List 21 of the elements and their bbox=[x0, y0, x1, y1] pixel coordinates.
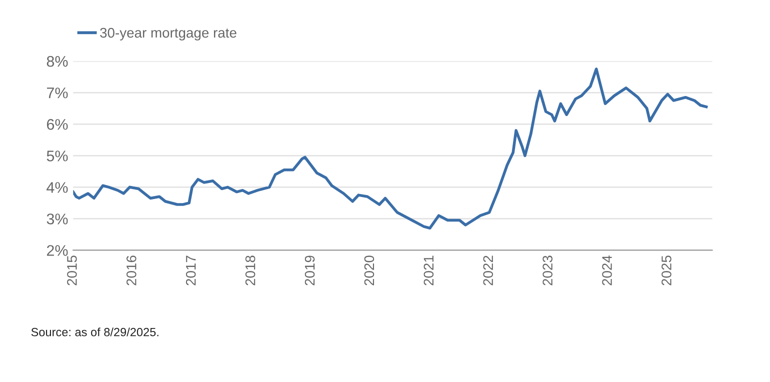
x-tick-label: 2020 bbox=[364, 256, 374, 286]
x-tick-label: 2019 bbox=[304, 256, 315, 286]
y-tick-label: 6% bbox=[46, 119, 68, 130]
legend-label: 30-year mortgage rate bbox=[100, 28, 236, 40]
y-tick-label: 7% bbox=[46, 88, 68, 98]
x-tick-label: 2025 bbox=[662, 256, 672, 286]
y-tick-label: 5% bbox=[46, 150, 68, 162]
x-tick-label: 2018 bbox=[245, 256, 256, 286]
line-series bbox=[73, 68, 708, 230]
source-note: Source: as of 8/29/2025. bbox=[31, 328, 158, 336]
x-tick-label: 2024 bbox=[602, 255, 612, 286]
x-tick-label: 2021 bbox=[424, 256, 434, 286]
y-tick-label: 3% bbox=[46, 214, 68, 224]
y-tick-label: 8% bbox=[46, 56, 68, 67]
x-tick-label: 2022 bbox=[483, 256, 494, 286]
y-tick-label: 2% bbox=[46, 245, 68, 256]
y-tick-label: 4% bbox=[46, 182, 68, 193]
x-tick-label: 2016 bbox=[126, 256, 136, 286]
x-tick-label: 2017 bbox=[186, 256, 196, 286]
x-tick-label: 2015 bbox=[67, 256, 77, 286]
x-tick-label: 2023 bbox=[542, 256, 552, 286]
